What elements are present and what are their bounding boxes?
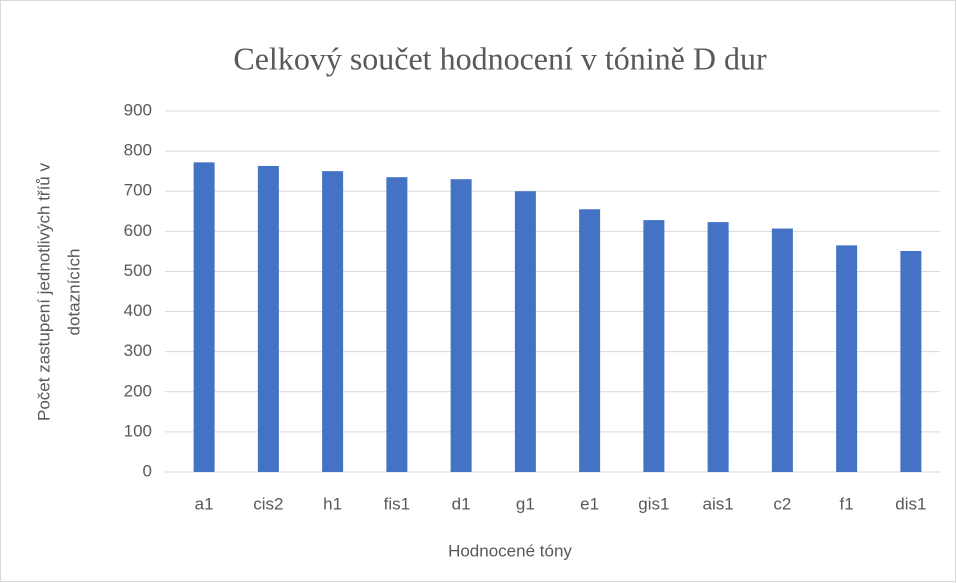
y-tick-label: 100 <box>124 421 152 440</box>
y-tick-label: 0 <box>143 461 152 480</box>
bar <box>322 171 344 472</box>
x-axis-title: Hodnocené tóny <box>448 541 572 560</box>
x-tick-label: e1 <box>580 494 599 513</box>
x-tick-label: h1 <box>323 494 342 513</box>
bar <box>707 222 729 472</box>
y-axis-title: Počet zastupení jednotlivých tříů v dota… <box>34 163 83 421</box>
y-tick-label: 400 <box>124 301 152 320</box>
bar <box>386 177 408 472</box>
x-tick-label: f1 <box>840 494 854 513</box>
x-tick-label: gis1 <box>638 494 669 513</box>
bar <box>771 228 793 472</box>
x-tick-label: c2 <box>773 494 791 513</box>
bar <box>193 162 215 472</box>
x-tick-label: ais1 <box>703 494 734 513</box>
bar <box>257 165 279 473</box>
y-axis-title-line: dotaznících <box>64 249 83 336</box>
bar <box>514 191 536 472</box>
chart-title: Celkový součet hodnocení v tónině D dur <box>233 40 767 76</box>
y-tick-label: 600 <box>124 221 152 240</box>
y-tick-label: 500 <box>124 261 152 280</box>
y-tick-label: 200 <box>124 381 152 400</box>
x-tick-label: a1 <box>195 494 214 513</box>
x-tick-label: cis2 <box>253 494 283 513</box>
x-tick-label: dis1 <box>895 494 926 513</box>
bar <box>836 245 858 472</box>
y-tick-label: 300 <box>124 341 152 360</box>
x-tick-label: g1 <box>516 494 535 513</box>
y-tick-label: 800 <box>124 141 152 160</box>
bar <box>900 250 922 472</box>
bar <box>643 220 665 472</box>
y-axis-title-line: Počet zastupení jednotlivých tříů v <box>34 163 53 421</box>
x-tick-label: fis1 <box>384 494 410 513</box>
bar <box>450 179 472 472</box>
x-tick-label: d1 <box>452 494 471 513</box>
bar <box>579 209 601 472</box>
y-tick-label: 700 <box>124 181 152 200</box>
y-tick-label: 900 <box>124 100 152 119</box>
